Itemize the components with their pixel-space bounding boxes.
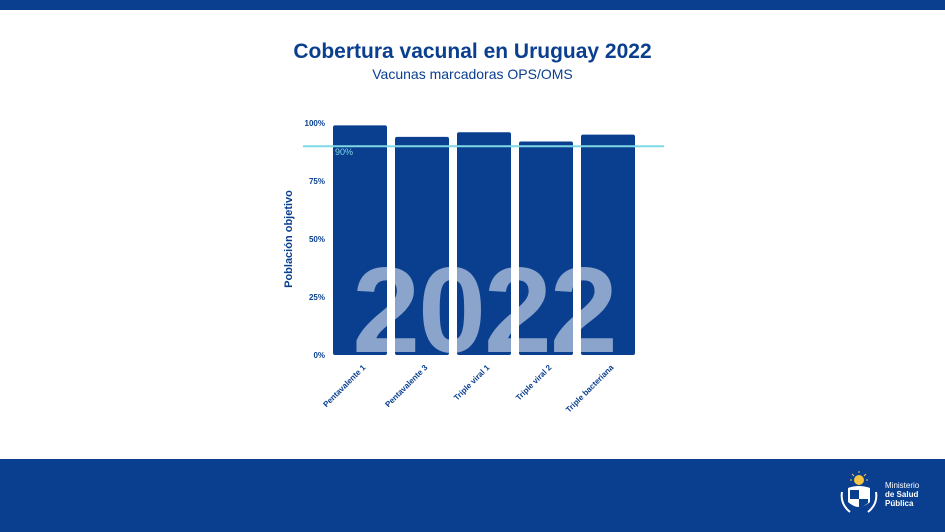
coat-of-arms-icon	[840, 471, 878, 513]
bar-chart: Pentavalente 1 Pentavalente 3 Triple viral…	[283, 119, 664, 415]
footer-band	[0, 459, 945, 532]
y-tick-label-4: 100%	[305, 119, 325, 128]
y-axis-label: Población objetivo	[283, 190, 295, 288]
ministry-name-line2: de Salud	[885, 490, 919, 499]
y-tick-label-0: 0%	[313, 351, 325, 360]
x-tick-label-4: Triple bacteriana	[564, 363, 616, 415]
bars-group	[333, 125, 635, 355]
x-tick-label-0: Pentavalente 1	[321, 363, 367, 409]
y-tick-label-1: 25%	[309, 293, 325, 302]
x-tick-label-1: Pentavalente 3	[383, 363, 429, 409]
ministry-name: Ministerio de Salud Pública	[885, 481, 919, 508]
watermark-text: 2022	[352, 242, 615, 378]
top-band	[0, 0, 945, 10]
target-line-label: 90%	[335, 147, 353, 157]
chart-title: Cobertura vacunal en Uruguay 2022	[293, 40, 652, 63]
chart-subtitle: Vacunas marcadoras OPS/OMS	[372, 66, 573, 82]
x-tick-label-2: Triple viral 1	[452, 363, 492, 403]
bar-3	[519, 141, 573, 355]
y-tick-label-2: 50%	[309, 235, 325, 244]
y-tick-label-3: 75%	[309, 177, 325, 186]
ministry-name-line1: Ministerio	[885, 481, 920, 490]
bar-2	[457, 132, 511, 355]
bar-0	[333, 125, 387, 355]
ministry-logo	[840, 471, 878, 513]
x-tick-label-3: Triple viral 2	[514, 363, 554, 403]
ministry-name-line3: Pública	[885, 499, 914, 508]
bar-4	[581, 134, 635, 355]
bar-1	[395, 136, 449, 355]
